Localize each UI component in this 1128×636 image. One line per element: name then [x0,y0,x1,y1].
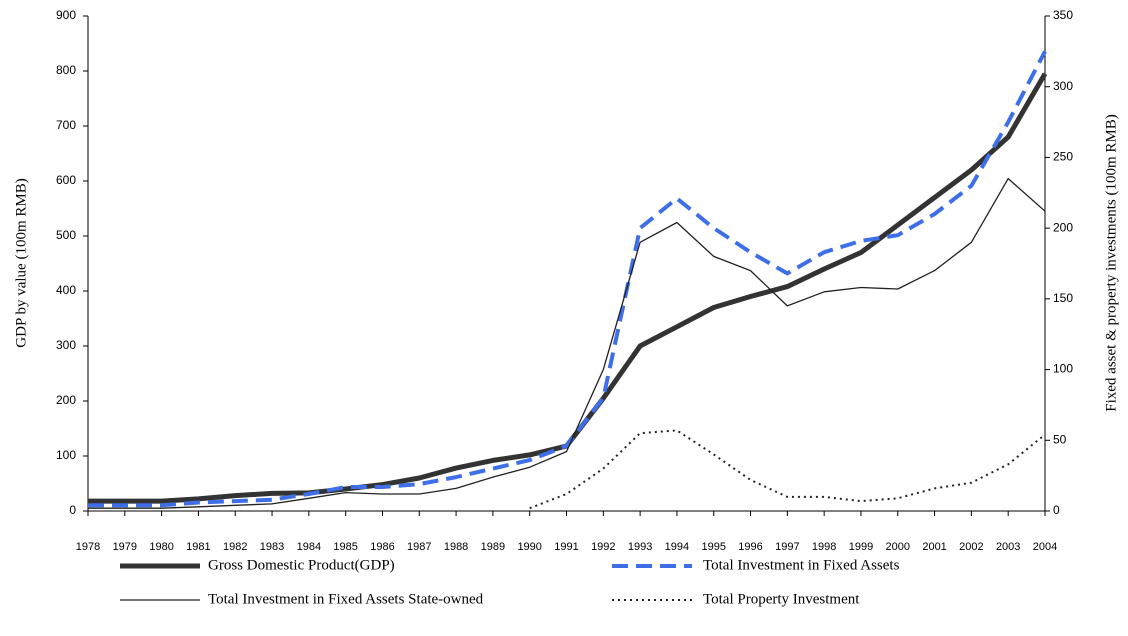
y-tick-label: 500 [56,228,76,242]
y-tick-label: 900 [56,8,76,22]
x-tick-label: 1992 [591,541,615,553]
x-tick-label: 1980 [149,541,173,553]
x-tick-label: 1988 [444,541,468,553]
y2-tick-label: 100 [1053,362,1073,376]
x-tick-label: 2004 [1033,541,1057,553]
y-tick-label: 100 [56,448,76,462]
x-tick-label: 1996 [738,541,762,553]
y-tick-label: 600 [56,173,76,187]
y2-tick-label: 200 [1053,220,1073,234]
series-line [88,50,1047,508]
series-line [88,177,1046,509]
series-line [529,429,1046,510]
y-tick-label: 200 [56,393,76,407]
legend-label: Total Investment in Fixed Assets [703,557,900,573]
y2-tick-label: 50 [1053,432,1067,446]
x-tick-label: 2001 [922,541,946,553]
x-tick-label: 1979 [113,541,137,553]
x-tick-label: 1994 [665,541,689,553]
legend-label: Gross Domestic Product(GDP) [208,557,395,573]
y2-axis-label: Fixed asset & property investments (100m… [1103,114,1119,411]
y2-tick-label: 150 [1053,291,1073,305]
legend-label: Total Investment in Fixed Assets State-o… [208,591,484,607]
y-tick-label: 0 [69,503,76,517]
legend-label: Total Property Investment [703,591,860,607]
x-tick-label: 1978 [76,541,100,553]
y2-tick-label: 250 [1053,150,1073,164]
x-tick-label: 1985 [333,541,357,553]
x-tick-label: 1987 [407,541,431,553]
x-tick-label: 1982 [223,541,247,553]
x-tick-label: 1998 [812,541,836,553]
x-tick-label: 1981 [186,541,210,553]
x-tick-label: 1995 [701,541,725,553]
y2-tick-label: 350 [1053,8,1073,22]
y2-tick-label: 0 [1053,503,1060,517]
y-tick-label: 800 [56,63,76,77]
x-tick-label: 1989 [481,541,505,553]
x-tick-label: 2000 [886,541,910,553]
x-tick-label: 1984 [297,541,321,553]
x-tick-label: 2002 [959,541,983,553]
y-axis-label: GDP by value (100m RMB) [13,178,29,347]
x-tick-label: 1990 [517,541,541,553]
y2-tick-label: 300 [1053,79,1073,93]
y-tick-label: 300 [56,338,76,352]
x-tick-label: 1983 [260,541,284,553]
x-tick-label: 1999 [849,541,873,553]
y-tick-label: 700 [56,118,76,132]
x-tick-label: 1993 [628,541,652,553]
x-tick-label: 1997 [775,541,799,553]
y-tick-label: 400 [56,283,76,297]
x-tick-label: 1991 [554,541,578,553]
x-tick-label: 1986 [370,541,394,553]
x-tick-label: 2003 [996,541,1020,553]
